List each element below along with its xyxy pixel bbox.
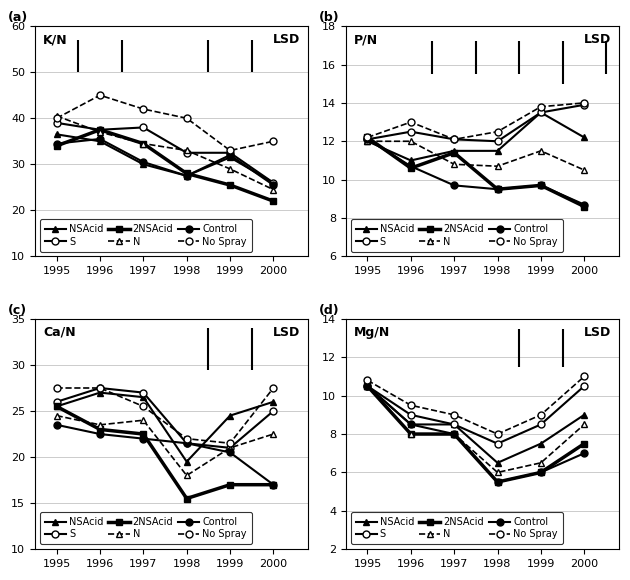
Legend: NSAcid, S, 2NSAcid, N, Control, No Spray: NSAcid, S, 2NSAcid, N, Control, No Spray (351, 219, 563, 252)
Text: (b): (b) (319, 11, 339, 24)
Text: LSD: LSD (273, 33, 300, 46)
Text: K/N: K/N (43, 33, 68, 46)
Text: P/N: P/N (354, 33, 378, 46)
Legend: NSAcid, S, 2NSAcid, N, Control, No Spray: NSAcid, S, 2NSAcid, N, Control, No Spray (351, 512, 563, 544)
Legend: NSAcid, S, 2NSAcid, N, Control, No Spray: NSAcid, S, 2NSAcid, N, Control, No Spray (40, 219, 251, 252)
Text: (d): (d) (319, 303, 339, 317)
Text: Mg/N: Mg/N (354, 326, 390, 339)
Text: (a): (a) (8, 11, 28, 24)
Text: LSD: LSD (273, 326, 300, 339)
Text: Ca/N: Ca/N (43, 326, 76, 339)
Text: LSD: LSD (583, 326, 610, 339)
Text: LSD: LSD (583, 33, 610, 46)
Text: (c): (c) (8, 303, 26, 317)
Legend: NSAcid, S, 2NSAcid, N, Control, No Spray: NSAcid, S, 2NSAcid, N, Control, No Spray (40, 512, 251, 544)
